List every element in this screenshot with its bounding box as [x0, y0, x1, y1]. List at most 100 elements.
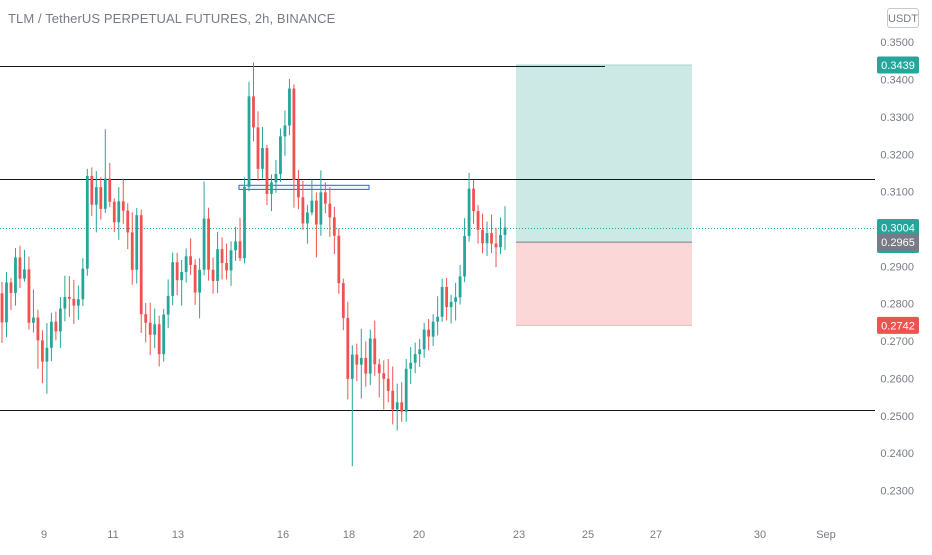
- candle-up: [85, 168, 89, 276]
- candle-body: [377, 364, 381, 374]
- candle-body: [202, 218, 206, 270]
- candle-body: [76, 299, 80, 306]
- candle-up: [198, 258, 201, 319]
- candle-body: [364, 357, 368, 374]
- candle-down: [121, 178, 125, 224]
- x-tick-label: 11: [107, 529, 118, 541]
- candle-down: [126, 203, 130, 250]
- candle-body: [121, 201, 125, 211]
- candle-body: [32, 317, 35, 323]
- candle-down: [328, 187, 332, 237]
- candle-up: [162, 308, 166, 362]
- candle-up: [261, 127, 264, 179]
- candle-down: [494, 227, 498, 268]
- candle-down: [265, 144, 269, 206]
- candle-down: [112, 198, 116, 232]
- candle-down: [323, 182, 327, 214]
- candle-up: [463, 218, 466, 283]
- candle-body: [301, 197, 305, 224]
- candle-body: [81, 268, 85, 300]
- candle-up: [485, 221, 489, 256]
- candle-body: [368, 338, 372, 374]
- candle-body: [436, 316, 440, 322]
- candle-body: [5, 282, 8, 323]
- candle-body: [274, 174, 278, 183]
- candle-down: [67, 276, 71, 317]
- candle-up: [454, 282, 457, 321]
- candle-body: [481, 229, 484, 244]
- candle-down: [54, 311, 58, 341]
- price-label-text: 0.3439: [881, 60, 915, 72]
- candle-up: [153, 308, 157, 349]
- candle-body: [409, 362, 413, 369]
- candle-body: [427, 329, 431, 337]
- candle-body: [395, 402, 399, 410]
- candle-up: [23, 249, 26, 282]
- candle-down: [189, 238, 193, 275]
- candle-down: [400, 382, 404, 422]
- candle-down: [382, 360, 386, 410]
- x-tick-label: 25: [582, 529, 594, 541]
- candle-up: [274, 159, 278, 193]
- currency-button[interactable]: USDT: [887, 8, 919, 28]
- candle-body: [162, 314, 166, 355]
- candle-body: [238, 241, 242, 259]
- candle-body: [63, 297, 67, 309]
- candle-body: [503, 227, 507, 235]
- candle-up: [14, 248, 17, 306]
- y-tick-label: 0.2600: [880, 373, 914, 385]
- candle-down: [391, 366, 395, 425]
- candle-body: [184, 256, 188, 272]
- supply-zone-rect: [238, 184, 370, 190]
- candle-down: [148, 302, 152, 355]
- candle-body: [485, 233, 489, 244]
- price-label-bg: [877, 316, 919, 334]
- candle-down: [27, 256, 31, 330]
- candle-up: [288, 78, 291, 136]
- candle-up: [359, 328, 363, 399]
- candle-down: [41, 330, 44, 384]
- y-tick-label: 0.2800: [880, 299, 914, 311]
- candle-up: [467, 172, 471, 242]
- candle-body: [270, 182, 273, 194]
- candle-body: [292, 88, 296, 181]
- price-label-text: 0.2965: [881, 237, 915, 249]
- candle-down: [175, 252, 179, 296]
- candle-body: [180, 271, 184, 281]
- candle-body: [386, 378, 390, 391]
- candle-up: [171, 252, 175, 306]
- candle-down: [207, 207, 210, 281]
- candle-down: [292, 84, 296, 208]
- candle-body: [166, 295, 170, 315]
- candle-body: [58, 308, 62, 332]
- candle-down: [220, 237, 224, 280]
- candle-body: [144, 314, 148, 323]
- candle-body: [18, 257, 22, 279]
- candle-up: [184, 248, 188, 283]
- candle-up: [503, 206, 507, 250]
- candle-down: [157, 315, 161, 367]
- candle-up: [368, 329, 372, 386]
- candle-body: [67, 297, 71, 299]
- candle-body: [445, 286, 449, 308]
- candle-up: [76, 285, 80, 320]
- candle-body: [126, 210, 130, 233]
- y-tick-label: 0.2900: [880, 261, 914, 273]
- candle-body: [413, 354, 417, 363]
- candle-body: [41, 340, 44, 362]
- candle-down: [252, 62, 255, 142]
- candle-body: [211, 269, 215, 281]
- candle-body: [139, 215, 143, 315]
- candle-up: [279, 128, 282, 182]
- candle-body: [458, 276, 462, 298]
- candle-body: [319, 192, 323, 225]
- candle-body: [247, 96, 251, 187]
- y-tick-label: 0.3300: [880, 112, 914, 124]
- candle-body: [490, 233, 493, 244]
- candle-body: [117, 201, 121, 223]
- candle-body: [171, 262, 175, 296]
- candle-down: [139, 209, 143, 333]
- candle-up: [202, 181, 206, 276]
